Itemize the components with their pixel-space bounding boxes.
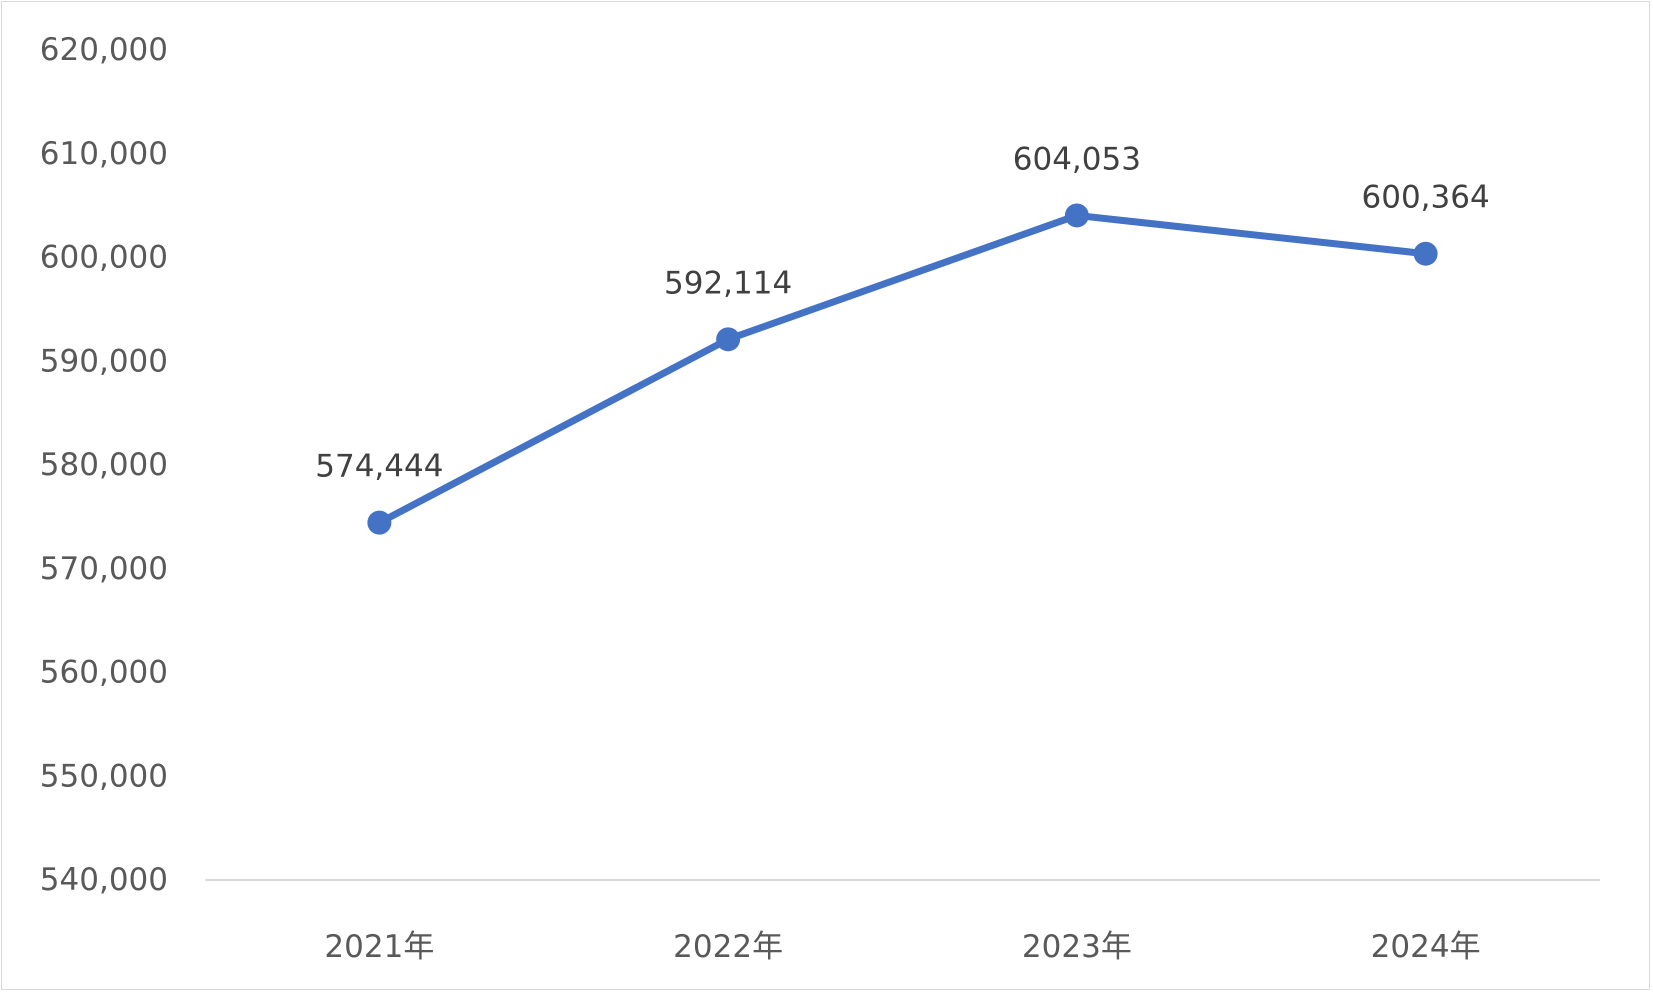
data-point [1413,241,1438,266]
y-tick-label: 560,000 [40,655,168,691]
data-labels: 574,444 592,114 604,053 600,364 [315,141,1489,484]
data-label: 574,444 [315,449,443,485]
x-axis-tick-labels: 2021年 2022年 2023年 2024年 [324,929,1480,965]
y-tick-label: 540,000 [40,862,168,898]
data-point [1064,203,1089,228]
x-tick-label: 2021年 [324,929,434,965]
data-points [367,203,1438,535]
data-point [367,510,392,535]
y-tick-label: 600,000 [40,240,168,276]
x-tick-label: 2023年 [1022,929,1132,965]
data-label: 604,053 [1013,141,1141,177]
y-axis-tick-labels: 540,000 550,000 560,000 570,000 580,000 590,0… [40,32,168,898]
data-point [716,327,741,352]
data-label: 600,364 [1362,180,1490,216]
y-tick-label: 620,000 [40,32,168,68]
y-tick-label: 550,000 [40,758,168,794]
y-tick-label: 590,000 [40,343,168,379]
series-line [375,211,1430,527]
x-tick-label: 2024年 [1371,929,1481,965]
x-tick-label: 2022年 [673,929,783,965]
data-label: 592,114 [664,265,792,301]
y-tick-label: 570,000 [40,551,168,587]
y-tick-label: 580,000 [40,447,168,483]
y-tick-label: 610,000 [40,136,168,172]
